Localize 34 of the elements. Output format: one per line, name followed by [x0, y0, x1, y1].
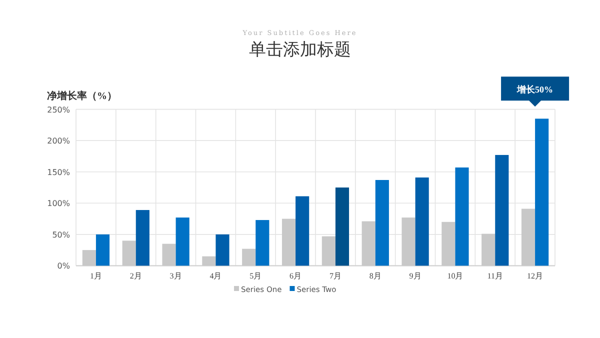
bar	[136, 210, 150, 266]
y-tick-label: 100%	[47, 199, 70, 208]
chart-title: 单击添加标题	[249, 40, 351, 59]
x-tick-label: 5月	[250, 272, 262, 281]
x-tick-label: 1月	[90, 272, 102, 281]
callout: 增长50%	[501, 76, 570, 107]
y-tick-label: 250%	[47, 105, 70, 114]
x-tick-label: 10月	[447, 272, 464, 281]
x-tick-label: 4月	[210, 272, 222, 281]
bar	[535, 118, 549, 266]
x-tick-label: 9月	[409, 272, 422, 281]
bar	[415, 177, 429, 266]
y-tick-label: 0%	[57, 262, 70, 271]
x-tick-label: 6月	[290, 272, 302, 281]
bar	[495, 154, 509, 266]
x-tick-label: 8月	[369, 272, 382, 281]
bar	[375, 180, 389, 266]
bar	[216, 234, 230, 266]
bar	[256, 220, 270, 266]
y-tick-label: 150%	[47, 168, 70, 177]
bar	[96, 234, 110, 266]
x-tick-label: 12月	[527, 272, 544, 281]
x-tick-label: 11月	[487, 272, 503, 281]
annotation: 增长50%	[516, 84, 554, 95]
y-tick-label: 200%	[47, 136, 70, 146]
y-tick-label: 50%	[52, 230, 70, 240]
x-tick-label: 2月	[130, 272, 142, 281]
bar	[335, 188, 350, 266]
bar	[455, 167, 469, 266]
bar	[296, 196, 310, 266]
bar	[176, 218, 190, 266]
x-tick-label: 3月	[170, 272, 182, 281]
x-tick-label: 7月	[329, 272, 342, 281]
y-axis-title: 净增长率（%）	[47, 90, 117, 102]
